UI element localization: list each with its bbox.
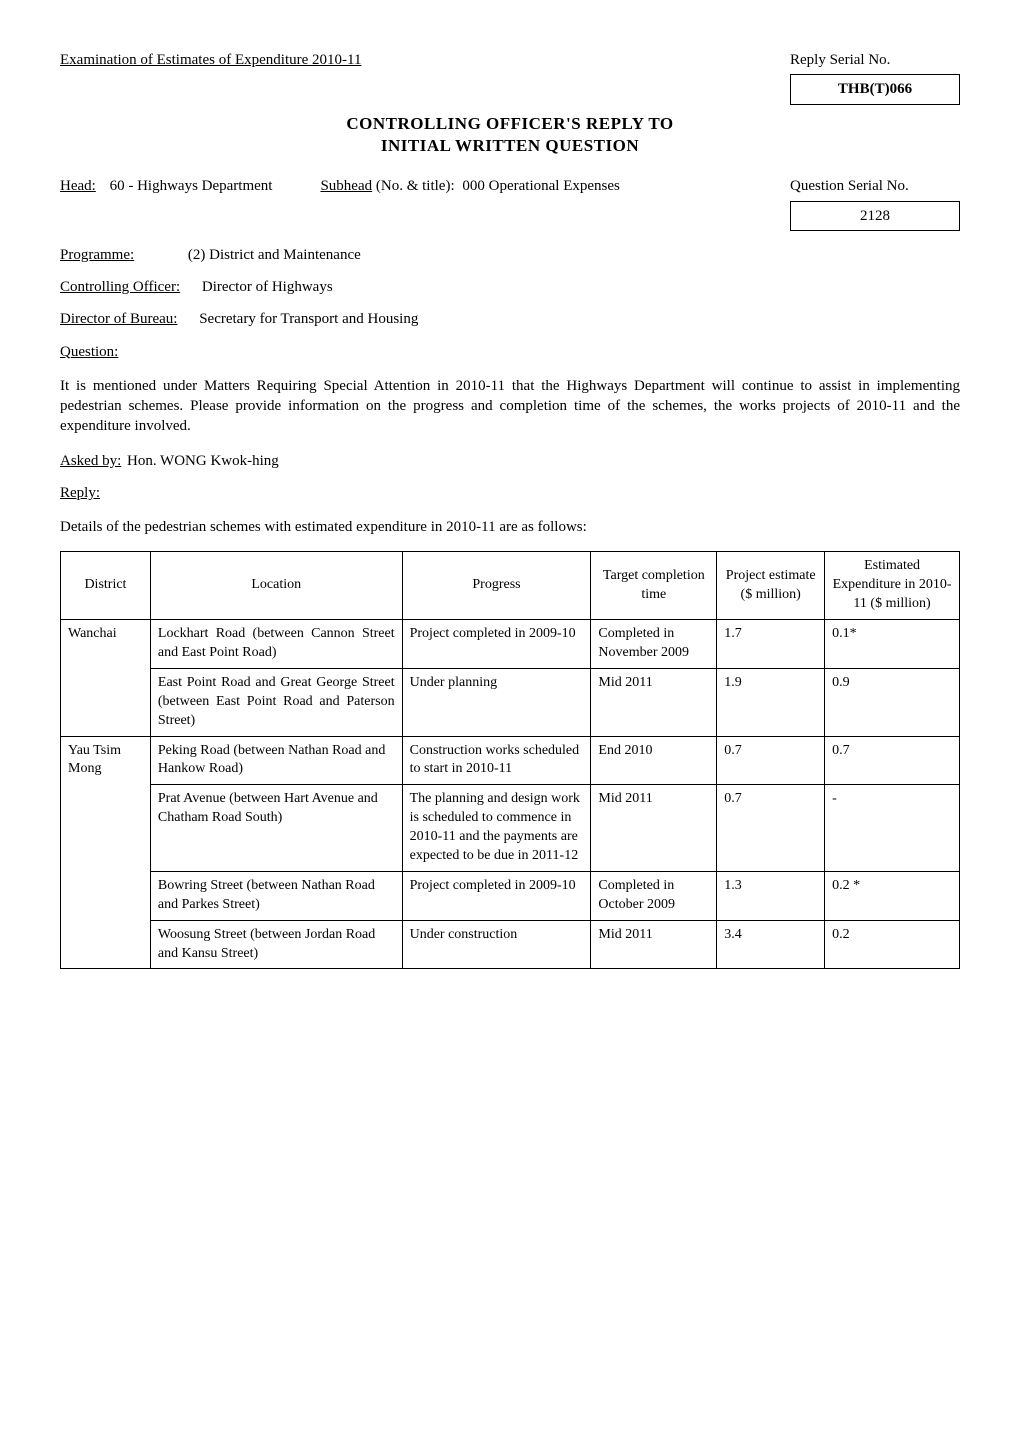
cell-target: End 2010 <box>591 736 717 785</box>
cell-location: Lockhart Road (between Cannon Street and… <box>150 620 402 669</box>
subhead-block: Subhead (No. & title): 000 Operational E… <box>320 176 619 196</box>
table-header-row: District Location Progress Target comple… <box>61 552 960 620</box>
asked-by-line: Asked by: Hon. WONG Kwok-hing <box>60 451 960 471</box>
cell-location: Woosung Street (between Jordan Road and … <box>150 920 402 969</box>
question-serial-label: Question Serial No. <box>790 176 960 196</box>
cell-estimate: 3.4 <box>717 920 825 969</box>
cell-district: Wanchai <box>61 620 151 736</box>
table-row: Woosung Street (between Jordan Road and … <box>61 920 960 969</box>
reply-intro: Details of the pedestrian schemes with e… <box>60 517 960 537</box>
col-progress: Progress <box>402 552 591 620</box>
main-heading-line2: INITIAL WRITTEN QUESTION <box>381 136 639 155</box>
cell-expenditure: 0.1* <box>825 620 960 669</box>
controlling-officer-label: Controlling Officer: <box>60 279 180 295</box>
subhead-value: 000 Operational Expenses <box>462 178 619 194</box>
question-label-line: Question: <box>60 342 960 362</box>
cell-target: Mid 2011 <box>591 920 717 969</box>
col-target: Target completion time <box>591 552 717 620</box>
reply-serial-block: Reply Serial No. THB(T)066 <box>790 50 960 105</box>
cell-estimate: 1.9 <box>717 668 825 736</box>
cell-expenditure: 0.9 <box>825 668 960 736</box>
director-bureau-value: Secretary for Transport and Housing <box>199 311 418 327</box>
question-serial-code: 2128 <box>790 201 960 231</box>
cell-location: Peking Road (between Nathan Road and Han… <box>150 736 402 785</box>
cell-expenditure: 0.2 * <box>825 871 960 920</box>
head-label: Head: <box>60 178 96 194</box>
cell-target: Completed in November 2009 <box>591 620 717 669</box>
cell-district: Yau Tsim Mong <box>61 736 151 969</box>
cell-estimate: 1.3 <box>717 871 825 920</box>
question-body: It is mentioned under Matters Requiring … <box>60 376 960 437</box>
programme-line: Programme: (2) District and Maintenance <box>60 245 960 265</box>
col-estimate: Project estimate ($ million) <box>717 552 825 620</box>
exam-title: Examination of Estimates of Expenditure … <box>60 52 361 68</box>
main-heading: CONTROLLING OFFICER'S REPLY TO INITIAL W… <box>60 113 960 159</box>
col-district: District <box>61 552 151 620</box>
head-subhead-left: Head: 60 - Highways Department Subhead (… <box>60 176 790 196</box>
reply-serial-label: Reply Serial No. <box>790 50 960 70</box>
cell-target: Completed in October 2009 <box>591 871 717 920</box>
cell-estimate: 0.7 <box>717 785 825 872</box>
cell-expenditure: 0.2 <box>825 920 960 969</box>
cell-expenditure: - <box>825 785 960 872</box>
cell-progress: The planning and design work is schedule… <box>402 785 591 872</box>
table-row: East Point Road and Great George Street … <box>61 668 960 736</box>
head-block: Head: 60 - Highways Department <box>60 176 272 196</box>
col-location: Location <box>150 552 402 620</box>
director-bureau-label: Director of Bureau: <box>60 311 177 327</box>
question-label: Question: <box>60 344 118 360</box>
main-heading-line1: CONTROLLING OFFICER'S REPLY TO <box>346 114 673 133</box>
exam-title-wrap: Examination of Estimates of Expenditure … <box>60 50 361 70</box>
cell-location: Prat Avenue (between Hart Avenue and Cha… <box>150 785 402 872</box>
question-serial-block: Question Serial No. 2128 <box>790 176 960 231</box>
cell-estimate: 0.7 <box>717 736 825 785</box>
table-row: Bowring Street (between Nathan Road and … <box>61 871 960 920</box>
table-row: Wanchai Lockhart Road (between Cannon St… <box>61 620 960 669</box>
director-bureau-line: Director of Bureau: Secretary for Transp… <box>60 309 960 329</box>
asked-by-value: Hon. WONG Kwok-hing <box>127 453 279 469</box>
cell-progress: Project completed in 2009-10 <box>402 620 591 669</box>
subhead-paren: (No. & title): <box>376 178 455 194</box>
cell-location: East Point Road and Great George Street … <box>150 668 402 736</box>
cell-location: Bowring Street (between Nathan Road and … <box>150 871 402 920</box>
asked-by-label: Asked by: <box>60 453 121 469</box>
cell-progress: Under planning <box>402 668 591 736</box>
reply-label: Reply: <box>60 485 100 501</box>
controlling-officer-line: Controlling Officer: Director of Highway… <box>60 277 960 297</box>
cell-progress: Project completed in 2009-10 <box>402 871 591 920</box>
cell-target: Mid 2011 <box>591 785 717 872</box>
col-expenditure: Estimated Expenditure in 2010-11 ($ mill… <box>825 552 960 620</box>
head-subhead-row: Head: 60 - Highways Department Subhead (… <box>60 176 960 231</box>
reply-serial-code: THB(T)066 <box>790 74 960 104</box>
cell-target: Mid 2011 <box>591 668 717 736</box>
header-top-row: Examination of Estimates of Expenditure … <box>60 50 960 105</box>
programme-value: (2) District and Maintenance <box>188 247 361 263</box>
reply-label-line: Reply: <box>60 483 960 503</box>
cell-progress: Construction works scheduled to start in… <box>402 736 591 785</box>
head-value-text: 60 - Highways Department <box>110 178 273 194</box>
programme-label: Programme: <box>60 247 134 263</box>
cell-estimate: 1.7 <box>717 620 825 669</box>
subhead-label: Subhead <box>320 178 372 194</box>
cell-expenditure: 0.7 <box>825 736 960 785</box>
controlling-officer-value: Director of Highways <box>202 279 333 295</box>
table-row: Yau Tsim Mong Peking Road (between Natha… <box>61 736 960 785</box>
cell-progress: Under construction <box>402 920 591 969</box>
schemes-table: District Location Progress Target comple… <box>60 551 960 969</box>
table-row: Prat Avenue (between Hart Avenue and Cha… <box>61 785 960 872</box>
